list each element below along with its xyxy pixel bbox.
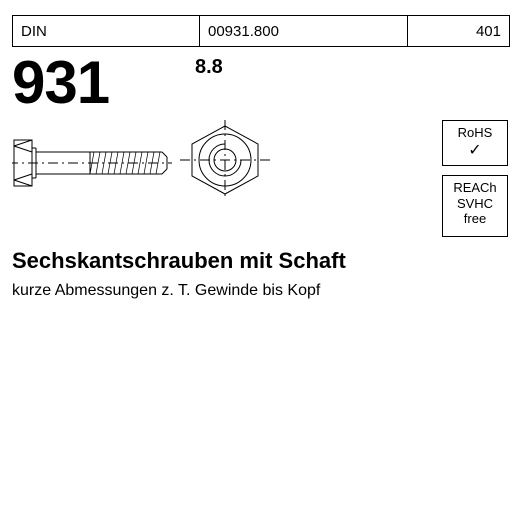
reach-line3: free [445, 211, 505, 227]
reach-line1: REACh [445, 180, 505, 196]
product-spec-card: DIN 00931.800 401 931 8.8 [0, 0, 520, 520]
check-icon: ✓ [445, 141, 505, 160]
bolt-hex-front-icon [180, 120, 270, 200]
product-title: Sechskantschrauben mit Schaft [12, 248, 346, 274]
reach-badge: REACh SVHC free [442, 175, 508, 237]
rohs-label: RoHS [445, 125, 505, 141]
reach-line2: SVHC [445, 196, 505, 212]
bolt-side-view-icon [12, 128, 172, 198]
din-number: 931 [12, 48, 109, 117]
header-article-number: 00931.800 [200, 16, 408, 46]
strength-class: 8.8 [195, 56, 223, 79]
header-standard-label: DIN [13, 16, 200, 46]
rohs-badge: RoHS ✓ [442, 120, 508, 166]
header-table: DIN 00931.800 401 [12, 15, 510, 47]
product-subtitle: kurze Abmessungen z. T. Gewinde bis Kopf [12, 282, 320, 300]
header-code: 401 [408, 16, 509, 46]
